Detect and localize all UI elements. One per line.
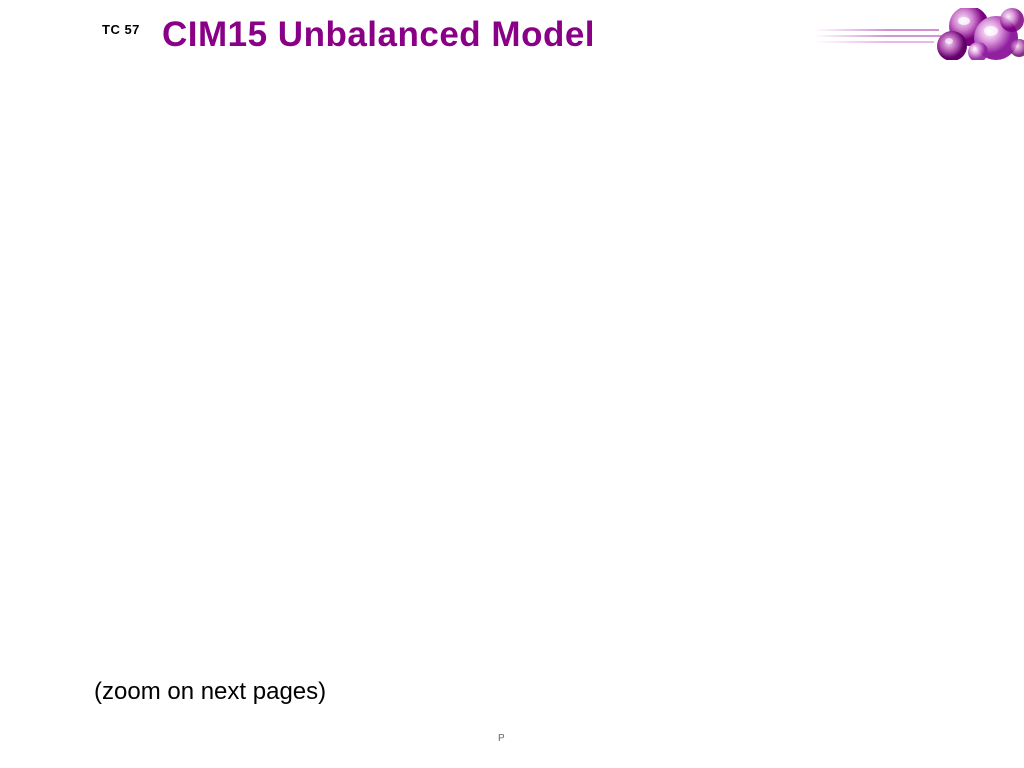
footer-area: (zoom on next pages) bbox=[94, 678, 930, 718]
page-title: CIM15 Unbalanced Model bbox=[162, 15, 595, 55]
divider bbox=[94, 710, 930, 718]
header-graphic bbox=[814, 8, 1024, 60]
slide-header: TC 57 CIM15 Unbalanced Model bbox=[0, 0, 1024, 70]
page-indicator: P bbox=[498, 733, 505, 744]
tc-label: TC 57 bbox=[102, 22, 140, 37]
zoom-note: (zoom on next pages) bbox=[94, 678, 930, 706]
content-area bbox=[0, 70, 1024, 660]
